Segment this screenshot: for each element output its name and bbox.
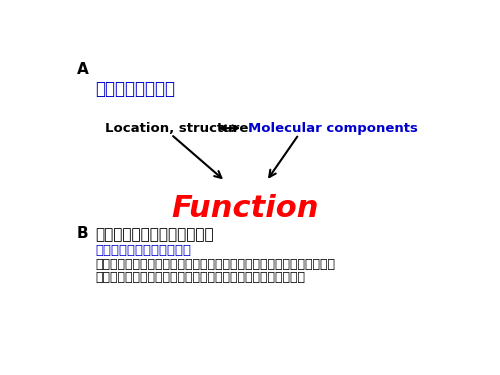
Text: Location, structure: Location, structure — [105, 122, 249, 135]
Text: 物质与能量代谢、细胞对外界刺激的应答、细胞的衰老与死亡。: 物质与能量代谢、细胞对外界刺激的应答、细胞的衰老与死亡。 — [95, 271, 305, 284]
Text: 细胞的结构与功能: 细胞的结构与功能 — [95, 80, 175, 98]
Text: B: B — [76, 226, 88, 241]
Text: 细胞的生命活动及生命现象：: 细胞的生命活动及生命现象： — [95, 228, 214, 243]
Text: A: A — [76, 62, 88, 77]
Text: 具体说包括细胞的分化、生长与分裂、细胞的运动、遗传与变异、细胞的: 具体说包括细胞的分化、生长与分裂、细胞的运动、遗传与变异、细胞的 — [95, 258, 335, 271]
Text: Molecular components: Molecular components — [248, 122, 418, 135]
Text: 简单说包括生、老、病、死: 简单说包括生、老、病、死 — [95, 244, 191, 257]
Text: Function: Function — [171, 194, 318, 223]
